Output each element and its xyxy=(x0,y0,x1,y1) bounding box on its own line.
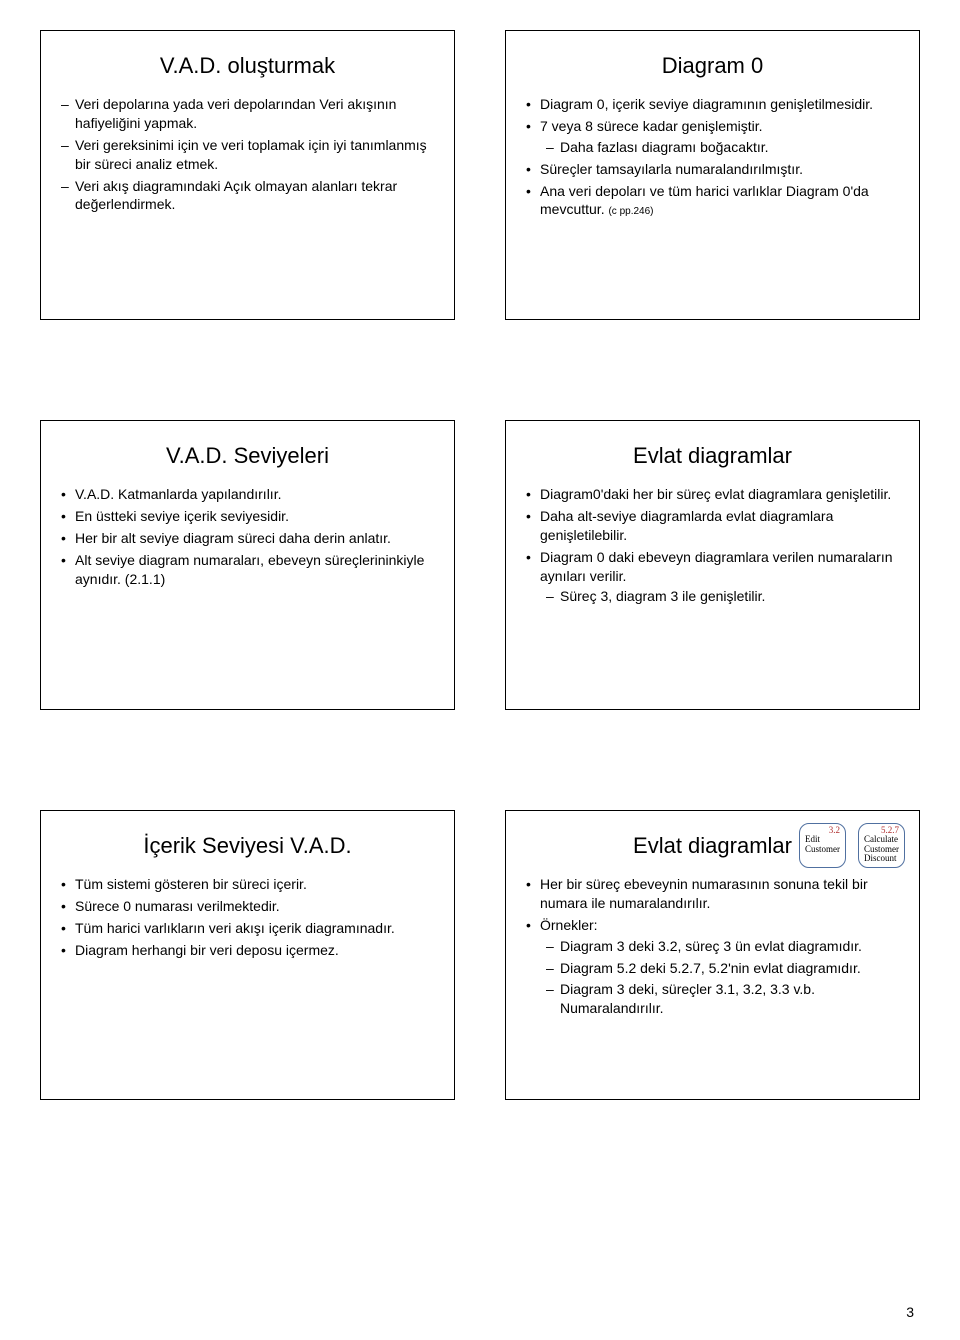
content-list: Tüm sistemi gösteren bir süreci içerir. S… xyxy=(59,875,436,960)
sublist: Daha fazlası diagramı boğacaktır. xyxy=(544,138,901,157)
list-item: Veri depolarına yada veri depolarından V… xyxy=(61,95,436,133)
list-item: V.A.D. Katmanlarda yapılandırılır. xyxy=(61,485,436,504)
list-item: Diagram herhangi bir veri deposu içermez… xyxy=(61,941,436,960)
slide: V.A.D. Seviyeleri V.A.D. Katmanlarda yapı… xyxy=(40,420,455,710)
list-item: Diagram 0, içerik seviye diagramının gen… xyxy=(526,95,901,114)
shape-label: EditCustomer xyxy=(805,834,840,853)
list-item: Diagram0'daki her bir süreç evlat diagra… xyxy=(526,485,901,504)
list-item: Daha fazlası diagramı boğacaktır. xyxy=(546,138,901,157)
process-shape: 3.2EditCustomer xyxy=(799,823,846,868)
list-item: 7 veya 8 sürece kadar genişlemiştir.Daha… xyxy=(526,117,901,157)
slide: V.A.D. oluşturmak Veri depolarına yada ve… xyxy=(40,30,455,320)
sublist: Süreç 3, diagram 3 ile genişletilir. xyxy=(544,587,901,606)
slide-title: İçerik Seviyesi V.A.D. xyxy=(59,833,436,859)
content-list: Diagram 0, içerik seviye diagramının gen… xyxy=(524,95,901,219)
list-item: Tüm sistemi gösteren bir süreci içerir. xyxy=(61,875,436,894)
list-item: En üstteki seviye içerik seviyesidir. xyxy=(61,507,436,526)
list-item: Tüm harici varlıkların veri akışı içerik… xyxy=(61,919,436,938)
content-list: Her bir süreç ebeveynin numarasının sonu… xyxy=(524,875,901,1018)
sublist: Diagram 3 deki 3.2, süreç 3 ün evlat dia… xyxy=(544,937,901,1019)
list-item: Veri akış diagramındaki Açık olmayan ala… xyxy=(61,177,436,215)
list-item: Diagram 3 deki 3.2, süreç 3 ün evlat dia… xyxy=(546,937,901,956)
shape-label: CalculateCustomerDiscount xyxy=(864,834,899,863)
list-item: Alt seviye diagram numaraları, ebeveyn s… xyxy=(61,551,436,589)
list-item: Her bir süreç ebeveynin numarasının sonu… xyxy=(526,875,901,913)
list-item: Diagram 0 daki ebeveyn diagramlara veril… xyxy=(526,548,901,607)
list-item: Örnekler:Diagram 3 deki 3.2, süreç 3 ün … xyxy=(526,916,901,1018)
list-item: Diagram 3 deki, süreçler 3.1, 3.2, 3.3 v… xyxy=(546,980,901,1018)
content-list: Diagram0'daki her bir süreç evlat diagra… xyxy=(524,485,901,606)
shape-group: 3.2EditCustomer 5.2.7CalculateCustomerDis… xyxy=(799,823,905,868)
list-item: Daha alt-seviye diagramlarda evlat diagr… xyxy=(526,507,901,545)
content-list: Veri depolarına yada veri depolarından V… xyxy=(59,95,436,214)
slide-title: Evlat diagramlar xyxy=(524,443,901,469)
list-item: Her bir alt seviye diagram süreci daha d… xyxy=(61,529,436,548)
slide: Diagram 0 Diagram 0, içerik seviye diagra… xyxy=(505,30,920,320)
slide: İçerik Seviyesi V.A.D. Tüm sistemi göster… xyxy=(40,810,455,1100)
list-item: Süreçler tamsayılarla numaralandırılmışt… xyxy=(526,160,901,179)
page-number: 3 xyxy=(906,1304,914,1320)
slide-title: V.A.D. Seviyeleri xyxy=(59,443,436,469)
content-list: V.A.D. Katmanlarda yapılandırılır. En üst… xyxy=(59,485,436,588)
process-shape: 5.2.7CalculateCustomerDiscount xyxy=(858,823,905,868)
list-item: Süreç 3, diagram 3 ile genişletilir. xyxy=(546,587,901,606)
slide: Evlat diagramlar Diagram0'daki her bir sü… xyxy=(505,420,920,710)
list-item: Diagram 5.2 deki 5.2.7, 5.2'nin evlat di… xyxy=(546,959,901,978)
list-item: Veri gereksinimi için ve veri toplamak i… xyxy=(61,136,436,174)
slide: 3.2EditCustomer 5.2.7CalculateCustomerDis… xyxy=(505,810,920,1100)
list-item: Ana veri depoları ve tüm harici varlıkla… xyxy=(526,182,901,220)
slide-title: Diagram 0 xyxy=(524,53,901,79)
list-item: Sürece 0 numarası verilmektedir. xyxy=(61,897,436,916)
slide-title: V.A.D. oluşturmak xyxy=(59,53,436,79)
